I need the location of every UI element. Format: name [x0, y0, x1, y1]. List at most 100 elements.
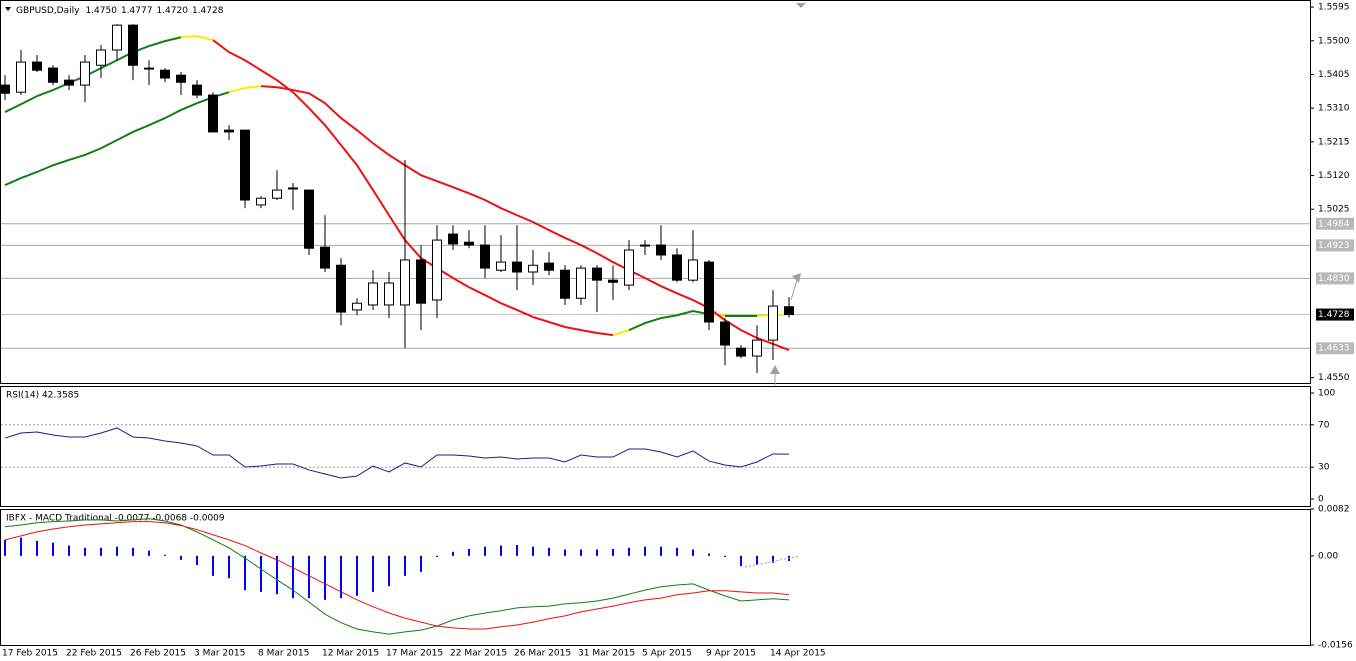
- candle-body: [0, 84, 10, 94]
- y-tick-label: 1.5120: [1318, 171, 1350, 181]
- line: [4, 91, 230, 187]
- x-tick-label: 26 Feb 2015: [130, 649, 186, 659]
- x-tick-label: 3 Mar 2015: [194, 649, 245, 659]
- y-tick-label: 1.5025: [1318, 205, 1350, 215]
- x-tick-label: 5 Apr 2015: [642, 649, 692, 659]
- candle-body: [48, 67, 58, 83]
- candle-body: [784, 306, 794, 316]
- x-tick-label: 17 Mar 2015: [386, 649, 443, 659]
- close-value: 1.4728: [192, 6, 224, 16]
- y-tick-label: 30: [1318, 463, 1330, 473]
- y-tick-label: -0.0156: [1318, 641, 1353, 651]
- candle-body: [64, 79, 74, 86]
- y-tick-label: 0: [1318, 495, 1324, 505]
- candle-body: [176, 74, 186, 83]
- candle-body: [768, 305, 778, 341]
- candle-body: [336, 264, 346, 313]
- candle-body: [640, 244, 650, 247]
- candle-body: [736, 347, 746, 357]
- candle-body: [416, 259, 426, 304]
- candle-body: [320, 246, 330, 269]
- low-value: 1.4720: [156, 6, 188, 16]
- line: [4, 521, 790, 630]
- x-tick-label: 17 Feb 2015: [2, 649, 58, 659]
- marks: 1.5595 1.5500 1.5405 1.5310 1.5215 1.5120 1.50…: [0, 3, 1354, 659]
- candle-body: [288, 187, 298, 190]
- line: [4, 518, 790, 635]
- last-price-label: 1.4728: [1318, 310, 1350, 320]
- x-tick-label: 22 Mar 2015: [450, 649, 507, 659]
- y-tick-label: 1.5500: [1318, 36, 1350, 46]
- level-label: 1.4830: [1318, 274, 1350, 284]
- macd-title: IBFX - MACD Traditional -0.0077 -0.0068 …: [6, 514, 225, 524]
- open-value: 1.4750: [85, 6, 117, 16]
- y-tick-label: 1.5310: [1318, 104, 1350, 114]
- price-pane: [0, 0, 1311, 384]
- candle-body: [688, 259, 698, 281]
- candle-body: [560, 269, 570, 299]
- candle-body: [368, 282, 378, 306]
- rsi-title: RSI(14) 42.3585: [6, 391, 79, 401]
- candle-body: [112, 24, 122, 51]
- candle-body: [448, 233, 458, 245]
- candle-body: [32, 61, 42, 71]
- y-tick-label: 70: [1318, 420, 1330, 430]
- candle-body: [480, 244, 490, 269]
- level-label-box: [1316, 217, 1354, 230]
- level-label: 1.4923: [1318, 241, 1350, 251]
- macd-pane: [0, 509, 1311, 646]
- candle-body: [608, 279, 618, 283]
- level-label-box: [1316, 239, 1354, 252]
- y-tick-label: 1.5215: [1318, 137, 1350, 147]
- y-tick-label: 1.4550: [1318, 373, 1350, 383]
- candle-body: [352, 302, 362, 311]
- arrow-shaft: [790, 279, 798, 301]
- menu-triangle: [5, 7, 11, 11]
- line: [212, 39, 614, 337]
- candle-body: [592, 267, 602, 281]
- x-tick-label: 9 Apr 2015: [706, 649, 756, 659]
- high-value: 1.4777: [121, 6, 153, 16]
- candle-body: [720, 321, 730, 346]
- x-tick-label: 31 Mar 2015: [578, 649, 635, 659]
- level-label: 1.4633: [1318, 344, 1350, 354]
- y-tick-label: 0.00: [1318, 551, 1338, 561]
- y-tick-label: 100: [1318, 388, 1335, 398]
- arrow-head: [792, 273, 801, 283]
- candle-body: [656, 244, 666, 256]
- candle-body: [384, 282, 394, 306]
- candle-body: [432, 239, 442, 301]
- symbol: GBPUSD,Daily: [16, 6, 80, 16]
- candle-body: [96, 49, 106, 66]
- candle-body: [464, 241, 474, 246]
- annotations: [744, 3, 806, 568]
- candle-body: [208, 94, 218, 133]
- candle-body: [272, 189, 282, 199]
- candle-body: [144, 67, 154, 70]
- level-label-box: [1316, 342, 1354, 355]
- line: [612, 329, 630, 337]
- line: [4, 36, 182, 113]
- candle-body: [512, 261, 522, 273]
- y-tick-label: 1.5405: [1318, 70, 1350, 80]
- candle-body: [544, 262, 554, 271]
- candle-body: [192, 84, 202, 96]
- line: [628, 309, 710, 332]
- candle-body: [752, 339, 762, 357]
- y-tick-label: 0.0082: [1318, 505, 1350, 515]
- x-tick-label: 22 Feb 2015: [66, 649, 122, 659]
- line: [260, 85, 790, 351]
- x-tick-label: 14 Apr 2015: [770, 649, 826, 659]
- level-label: 1.4984: [1318, 219, 1350, 229]
- y-tick-label: 1.5595: [1318, 3, 1350, 13]
- arrow-head: [770, 365, 780, 374]
- candle-body: [624, 249, 634, 286]
- arrow-down: [796, 3, 806, 8]
- candle-body: [400, 259, 410, 306]
- line: [180, 35, 214, 42]
- candle-body: [224, 129, 234, 133]
- chart-header: GBPUSD,Daily 1.4750 1.4777 1.4720 1.4728: [16, 6, 224, 16]
- candle-body: [256, 197, 266, 206]
